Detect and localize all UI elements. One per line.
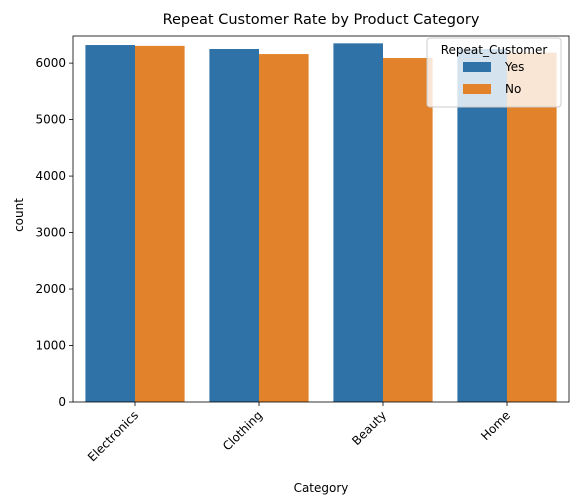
legend-label-no: No bbox=[505, 82, 521, 96]
x-tick-label-clothing: Clothing bbox=[220, 408, 265, 453]
legend-title: Repeat_Customer bbox=[441, 43, 548, 57]
bar-electronics-no bbox=[135, 46, 185, 402]
legend: Repeat_Customer Yes No bbox=[427, 38, 561, 107]
y-tick-label: 3000 bbox=[35, 226, 66, 240]
y-tick-label: 2000 bbox=[35, 282, 66, 296]
bar-beauty-no bbox=[383, 58, 433, 402]
y-axis-label: count bbox=[12, 198, 26, 232]
legend-swatch-yes bbox=[463, 62, 491, 72]
y-tick-label: 4000 bbox=[35, 169, 66, 183]
legend-swatch-no bbox=[463, 84, 491, 94]
y-tick-label: 0 bbox=[58, 395, 66, 409]
x-tick-label-home: Home bbox=[478, 408, 513, 443]
bar-electronics-yes bbox=[85, 45, 135, 402]
y-tick-label: 5000 bbox=[35, 113, 66, 127]
y-tick-label: 1000 bbox=[35, 339, 66, 353]
legend-label-yes: Yes bbox=[504, 60, 524, 74]
bar-beauty-yes bbox=[333, 43, 383, 402]
y-tick-label: 6000 bbox=[35, 56, 66, 70]
x-tick-label-beauty: Beauty bbox=[349, 408, 389, 448]
x-tick-label-electronics: Electronics bbox=[85, 408, 141, 464]
bar-clothing-no bbox=[259, 54, 309, 402]
bar-clothing-yes bbox=[209, 49, 259, 402]
chart-title: Repeat Customer Rate by Product Category bbox=[163, 12, 480, 28]
x-axis-label: Category bbox=[294, 481, 349, 495]
